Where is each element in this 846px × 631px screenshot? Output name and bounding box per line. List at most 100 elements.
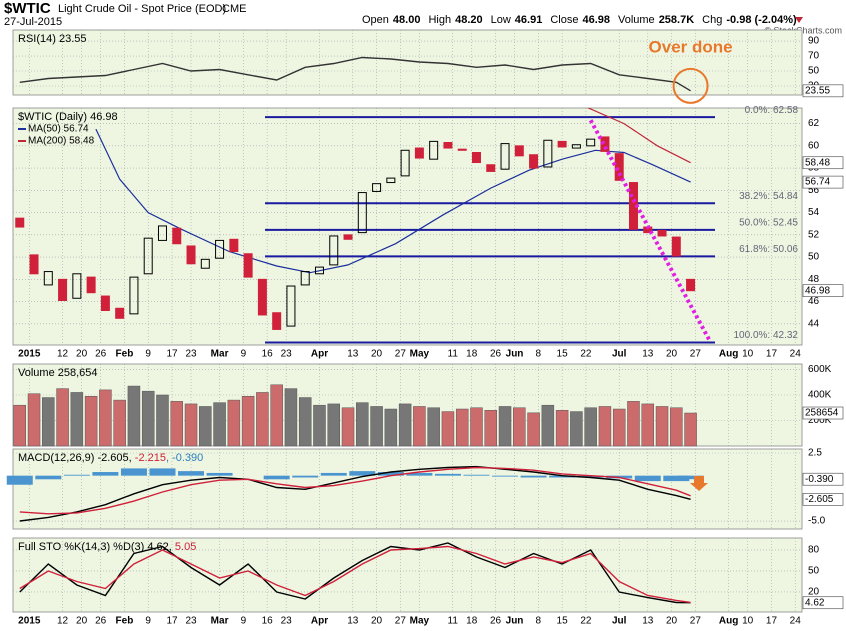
- quote-value: 48.00: [393, 14, 421, 26]
- histogram-bar: [149, 468, 176, 476]
- candle: [314, 266, 324, 275]
- value-tag: [802, 596, 844, 610]
- x-tick-label: 8: [536, 349, 542, 360]
- volume-bar: [284, 388, 298, 447]
- x-tick-label: 22: [580, 616, 592, 627]
- histogram-bar: [120, 468, 147, 476]
- x-tick-label: 20: [666, 616, 678, 627]
- y-tick-label: 70: [808, 51, 820, 62]
- x-tick-label: Apr: [311, 616, 328, 627]
- candle: [58, 278, 68, 301]
- x-tick-label: 13: [347, 616, 359, 627]
- y-tick-label: 200K: [808, 415, 832, 426]
- fib-label: 61.8%: 50.06: [739, 244, 798, 255]
- volume-bar: [256, 392, 269, 447]
- y-tick-label: 46: [808, 296, 820, 307]
- candle: [72, 273, 82, 299]
- x-tick-label: 11: [448, 349, 459, 360]
- candle: [514, 145, 524, 157]
- candle: [500, 143, 510, 170]
- volume-bar: [427, 407, 440, 447]
- legend: $WTIC (Daily) 46.98: [18, 111, 118, 123]
- legend-text: Volume 258,654: [18, 367, 98, 379]
- fib-label: 38.2%: 54.84: [739, 191, 798, 202]
- quote-label: Close: [550, 14, 578, 26]
- candle: [443, 141, 453, 149]
- x-tick-label: 26: [95, 616, 107, 627]
- volume-bar: [655, 406, 669, 447]
- quote: Open 48.00 High 48.20 Low 46.91 Close 46.98 Volu…: [362, 14, 797, 26]
- candle: [300, 271, 310, 286]
- volume-bar: [584, 407, 597, 447]
- moving-average: [586, 108, 691, 164]
- y-tick-label: 62: [808, 118, 820, 129]
- x-tick-label: 20: [371, 349, 383, 360]
- histogram-bar: [92, 472, 119, 476]
- x-tick-label: 13: [642, 616, 654, 627]
- histogram-bar: [520, 475, 547, 478]
- x-tick-label: Feb: [116, 349, 134, 360]
- volume-bar: [141, 390, 155, 447]
- x-tick-label: Jul: [612, 616, 627, 627]
- x-tick-label: 8: [536, 616, 542, 627]
- candle: [186, 245, 196, 265]
- volume-bar: [570, 411, 583, 447]
- volume-bar: [227, 399, 241, 447]
- x-tick-label: 20: [666, 349, 678, 360]
- candle: [286, 285, 296, 327]
- volume-bar: [527, 412, 540, 447]
- series-line: [19, 466, 691, 515]
- volume-bar: [598, 406, 612, 447]
- x-tick-label: 26: [95, 349, 107, 360]
- x-tick-label: 17: [766, 349, 778, 360]
- candle: [257, 278, 267, 316]
- x-tick-label: 18: [466, 616, 478, 627]
- exchange: CME: [222, 3, 246, 15]
- volume-bar: [27, 393, 41, 447]
- histogram-bar: [320, 472, 347, 476]
- histogram-bar: [677, 475, 704, 480]
- x-tick-label: 2015: [18, 349, 41, 360]
- volume-bar: [199, 406, 212, 447]
- x-tick-label: 12: [57, 349, 69, 360]
- value-tag: [802, 492, 844, 506]
- value-tag-label: 23.55: [805, 85, 830, 96]
- volume-bar: [398, 403, 412, 447]
- histogram-bar: [406, 472, 433, 476]
- volume-bar: [170, 401, 184, 447]
- value-tag-label: 258654: [805, 408, 839, 419]
- legend-text: $WTIC (Daily) 46.98: [18, 111, 118, 123]
- x-tick-label: 20: [76, 349, 88, 360]
- candle: [557, 140, 567, 148]
- x-tick-label: 22: [580, 349, 592, 360]
- candle: [157, 225, 167, 241]
- candle: [357, 192, 367, 234]
- x-tick-label: 23: [281, 349, 293, 360]
- volume-bar: [184, 403, 198, 447]
- value-tag-label: -0.390: [805, 474, 834, 485]
- histogram-bar: [178, 471, 205, 476]
- volume-bar: [241, 396, 255, 447]
- candle: [215, 239, 225, 259]
- x-tick-label: 27: [395, 616, 407, 627]
- legend: RSI(14) 23.55: [18, 33, 86, 45]
- legend: MACD(12,26,9) -2.605, -2.215, -0.390: [18, 452, 203, 464]
- x-tick-label: 26: [490, 349, 502, 360]
- volume-bar: [156, 394, 169, 447]
- value-tag: [802, 84, 844, 98]
- volume-bar: [541, 404, 555, 447]
- quote-label: High: [428, 14, 451, 26]
- candle: [657, 229, 667, 237]
- x-tick-label: 9: [241, 616, 247, 627]
- volume-bar: [384, 408, 398, 447]
- candle: [414, 147, 424, 159]
- legend-text: 5.05: [175, 541, 196, 553]
- legend: Volume 258,654: [18, 367, 98, 379]
- histogram-bar: [292, 475, 319, 478]
- y-tick-label: 400K: [808, 390, 832, 401]
- symbol: $WTIC: [4, 0, 51, 17]
- value-tag-label: 46.98: [805, 285, 830, 296]
- volume-bar: [270, 384, 283, 447]
- volume-bar: [327, 403, 341, 447]
